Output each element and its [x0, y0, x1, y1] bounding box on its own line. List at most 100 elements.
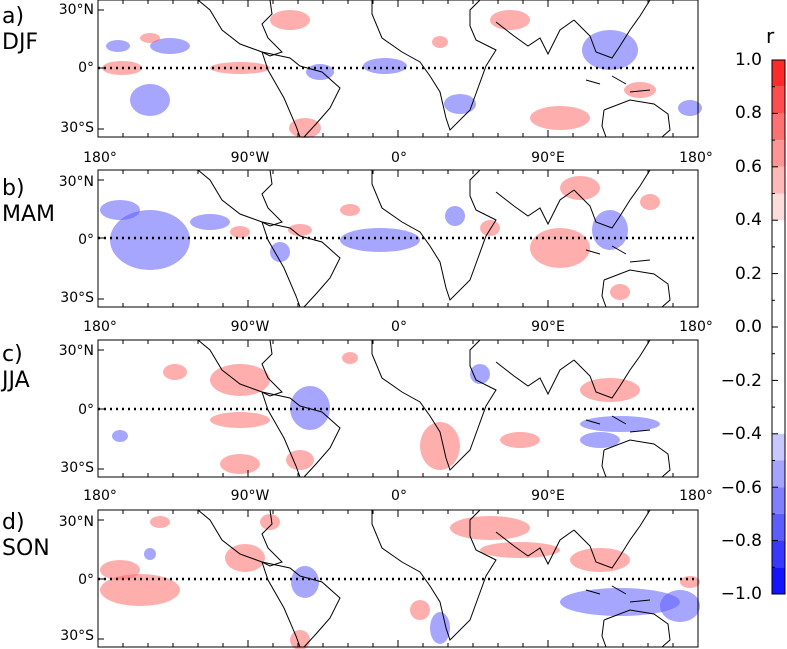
coastline: [371, 169, 497, 301]
positive-correlation-region: [286, 450, 314, 470]
positive-correlation-region: [640, 194, 660, 210]
negative-correlation-region: [291, 566, 319, 598]
negative-correlation-region: [150, 38, 190, 54]
coastline: [495, 189, 575, 226]
lon-label-180e: 180°: [679, 150, 713, 166]
coastline: [601, 439, 671, 478]
colorbar-segment: [772, 567, 785, 594]
lon-label-180w: 180°: [83, 488, 117, 504]
colorbar-tick: −1.0: [720, 584, 762, 604]
lon-label-180w: 180°: [83, 319, 117, 335]
lon-label-180e: 180°: [679, 319, 713, 335]
colorbar-segment: [772, 540, 785, 568]
coastline: [261, 51, 341, 138]
negative-correlation-region: [444, 94, 476, 114]
positive-correlation-region: [680, 576, 700, 588]
lon-label-180w: 180°: [83, 150, 117, 166]
positive-correlation-region: [490, 10, 530, 30]
negative-correlation-region: [112, 430, 128, 442]
positive-correlation-region: [560, 176, 600, 200]
panel-c-letter: c): [2, 342, 23, 367]
map-panel: [97, 509, 700, 649]
positive-correlation-region: [570, 548, 630, 572]
colorbar-segment: [772, 193, 785, 221]
negative-correlation-region: [100, 200, 140, 220]
positive-correlation-region: [530, 228, 590, 268]
coastline: [585, 415, 651, 433]
positive-correlation-region: [270, 10, 310, 30]
colorbar-segment: [772, 433, 785, 461]
coastline: [371, 0, 497, 131]
coastline: [601, 269, 671, 308]
positive-correlation-region: [288, 224, 312, 236]
lat-label-eq: 0°: [78, 60, 94, 76]
map-panel: [97, 0, 702, 138]
coastline: [197, 339, 283, 397]
positive-correlation-region: [100, 574, 180, 606]
lat-label-30n: 30°N: [58, 343, 94, 359]
positive-correlation-region: [100, 560, 140, 580]
positive-correlation-region: [210, 62, 270, 74]
lon-label-90w: 90°W: [230, 150, 270, 166]
panel-d-letter: d): [2, 510, 25, 535]
positive-correlation-region: [150, 516, 170, 528]
negative-correlation-region: [580, 416, 660, 432]
coastline: [197, 0, 283, 57]
negative-correlation-region: [660, 590, 700, 622]
coastline: [573, 169, 651, 229]
colorbar-segment: [772, 60, 785, 87]
coastline: [495, 19, 575, 56]
coastline: [495, 359, 575, 396]
map-panel: [97, 339, 699, 478]
coastline: [573, 0, 651, 59]
positive-correlation-region: [580, 378, 640, 402]
positive-correlation-region: [530, 106, 590, 130]
lat-label-eq: 0°: [78, 572, 94, 588]
coastline: [371, 509, 497, 641]
positive-correlation-region: [163, 364, 187, 380]
positive-correlation-region: [210, 412, 270, 428]
negative-correlation-region: [445, 206, 465, 226]
positive-correlation-region: [610, 284, 630, 300]
positive-correlation-region: [289, 118, 321, 138]
positive-correlation-region: [624, 82, 656, 98]
colorbar-segment: [772, 460, 785, 488]
negative-correlation-region: [592, 210, 628, 250]
lat-label-30s: 30°S: [60, 290, 94, 306]
lon-label-0: 0°: [391, 150, 407, 166]
lon-label-180e: 180°: [679, 488, 713, 504]
positive-correlation-region: [140, 33, 160, 43]
positive-correlation-region: [432, 36, 448, 48]
colorbar-tick: 1.0: [734, 50, 762, 70]
negative-correlation-region: [106, 40, 130, 52]
negative-correlation-region: [190, 214, 230, 230]
negative-correlation-region: [560, 588, 680, 616]
lon-label-90w: 90°W: [230, 488, 270, 504]
negative-correlation-region: [110, 210, 190, 270]
lat-label-eq: 0°: [78, 402, 94, 418]
colorbar-tick: −0.8: [720, 531, 762, 551]
negative-correlation-region: [678, 100, 702, 116]
positive-correlation-region: [230, 226, 250, 238]
coastline: [585, 245, 651, 263]
coastline: [573, 509, 651, 569]
colorbar-tick: 0.0: [734, 317, 762, 337]
colorbar-tick: −0.2: [720, 371, 762, 391]
colorbar-segment: [772, 86, 785, 114]
negative-correlation-region: [580, 432, 620, 448]
lat-label-30s: 30°S: [60, 628, 94, 644]
lon-label-0: 0°: [391, 319, 407, 335]
panel-a-letter: a): [2, 4, 25, 29]
colorbar-tick: 0.8: [734, 103, 762, 123]
positive-correlation-region: [420, 422, 460, 470]
lat-label-30s: 30°S: [60, 120, 94, 136]
coastline: [197, 509, 283, 567]
positive-correlation-region: [260, 514, 280, 530]
negative-correlation-region: [306, 64, 334, 80]
colorbar-segment: [772, 113, 785, 141]
negative-correlation-region: [340, 228, 420, 252]
colorbar-segment: [772, 166, 785, 194]
lat-label-30n: 30°N: [58, 174, 94, 190]
colorbar-title: r: [766, 24, 775, 48]
